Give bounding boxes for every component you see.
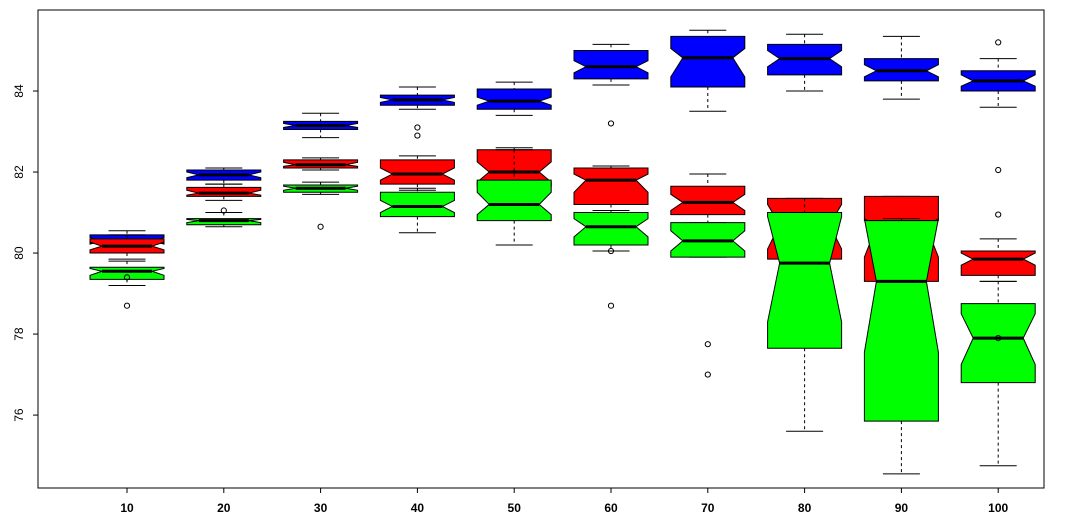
box-50 bbox=[476, 149, 552, 246]
notched-box bbox=[670, 185, 746, 216]
outlier-point bbox=[995, 39, 1002, 46]
outlier-point bbox=[607, 302, 615, 309]
y-axis: 76 78 80 82 84 bbox=[12, 84, 38, 422]
box-100 bbox=[960, 280, 1036, 467]
notched-box bbox=[863, 218, 939, 422]
outlier-point bbox=[995, 166, 1002, 174]
series-2 bbox=[89, 149, 1036, 475]
y-tick-label: 80 bbox=[12, 246, 26, 260]
box-40 bbox=[379, 124, 455, 191]
box-80 bbox=[767, 197, 843, 432]
box-70 bbox=[670, 29, 746, 112]
outlier-point bbox=[995, 211, 1002, 218]
box-20 bbox=[186, 167, 262, 185]
outlier-point bbox=[995, 335, 1002, 342]
box-60 bbox=[573, 210, 649, 309]
y-tick-label: 82 bbox=[12, 165, 26, 179]
outlier-point bbox=[414, 132, 421, 139]
outlier-point bbox=[123, 274, 131, 281]
notched-box bbox=[379, 159, 455, 185]
box-40 bbox=[379, 86, 455, 110]
notched-box bbox=[960, 250, 1036, 276]
plot-frame bbox=[37, 9, 1045, 489]
x-tick-label: 10 bbox=[120, 501, 134, 515]
box-100 bbox=[960, 39, 1036, 108]
box-40 bbox=[379, 187, 455, 234]
series-0 bbox=[89, 29, 1036, 252]
notched-box bbox=[573, 50, 649, 80]
x-axis: 10 20 30 40 50 60 70 80 90 100 bbox=[120, 488, 1009, 515]
outlier-point bbox=[607, 247, 615, 255]
box-10 bbox=[89, 234, 165, 260]
y-tick-label: 78 bbox=[12, 327, 26, 341]
outlier-point bbox=[317, 223, 324, 230]
box-70 bbox=[670, 222, 746, 378]
box-10 bbox=[89, 260, 165, 309]
notched-box bbox=[670, 35, 746, 88]
notched-box bbox=[573, 212, 649, 246]
notched-box bbox=[476, 88, 552, 110]
outlier-point bbox=[123, 302, 131, 309]
box-20 bbox=[186, 207, 262, 228]
outlier-point bbox=[220, 207, 227, 214]
y-tick-label: 76 bbox=[12, 408, 26, 422]
notched-box bbox=[89, 266, 165, 280]
box-50 bbox=[476, 81, 552, 116]
x-tick-label: 90 bbox=[895, 501, 909, 515]
x-tick-label: 80 bbox=[798, 501, 812, 515]
x-tick-label: 100 bbox=[988, 501, 1008, 515]
notched-box bbox=[476, 179, 552, 222]
outlier-point bbox=[704, 341, 711, 348]
box-20 bbox=[186, 183, 262, 201]
outlier-point bbox=[607, 120, 615, 127]
notched-box bbox=[960, 303, 1036, 384]
box-30 bbox=[283, 112, 359, 139]
box-30 bbox=[283, 181, 359, 230]
notched-box bbox=[767, 212, 843, 349]
x-tick-label: 20 bbox=[217, 501, 231, 515]
x-tick-label: 70 bbox=[701, 501, 715, 515]
box-70 bbox=[670, 173, 746, 224]
box-30 bbox=[283, 157, 359, 171]
box-80 bbox=[767, 33, 843, 92]
outlier-point bbox=[704, 371, 711, 378]
notched-box bbox=[573, 167, 649, 205]
x-tick-label: 30 bbox=[314, 501, 328, 515]
boxes-layer bbox=[89, 29, 1036, 475]
x-tick-label: 50 bbox=[508, 501, 522, 515]
box-100 bbox=[960, 166, 1036, 282]
box-60 bbox=[573, 43, 649, 127]
box-90 bbox=[863, 218, 939, 475]
box-60 bbox=[573, 165, 649, 212]
outlier-point bbox=[414, 124, 421, 131]
notched-box bbox=[379, 191, 455, 218]
x-tick-label: 60 bbox=[604, 501, 618, 515]
box-90 bbox=[863, 35, 939, 100]
y-tick-label: 84 bbox=[12, 84, 26, 98]
x-tick-label: 40 bbox=[411, 501, 425, 515]
